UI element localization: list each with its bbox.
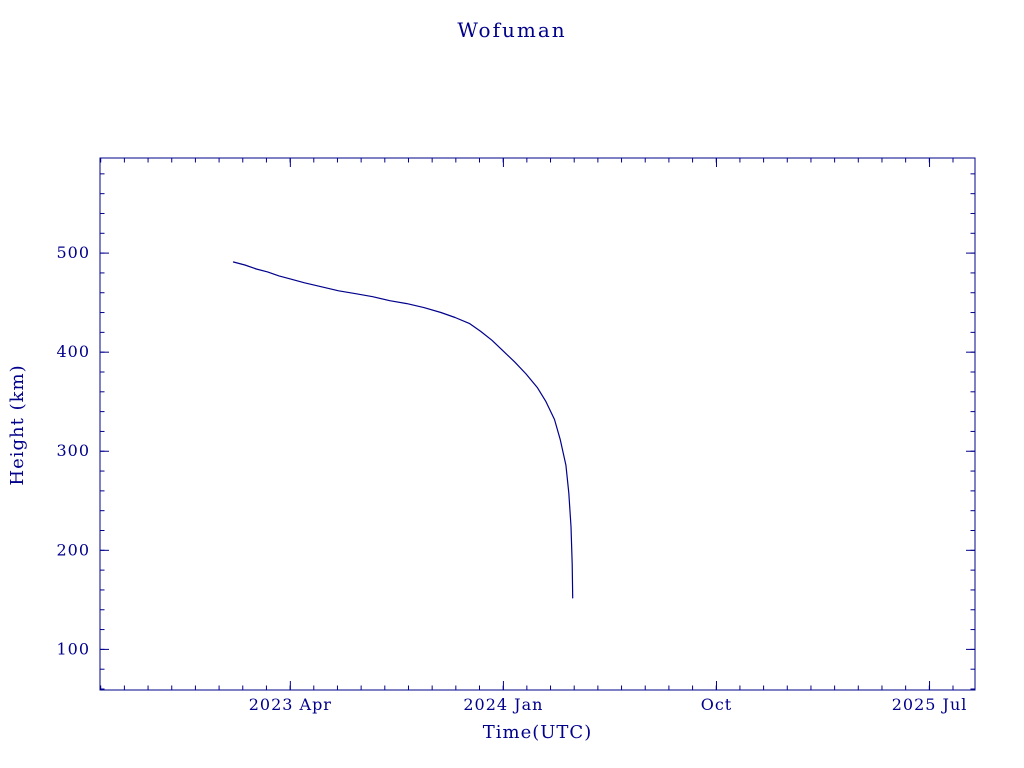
- axis-box: [99, 157, 976, 691]
- x-axis-label: Time(UTC): [482, 722, 593, 743]
- y-tick-label: 300: [56, 441, 90, 460]
- y-tick-label: 200: [56, 540, 90, 559]
- y-tick-label: 100: [56, 639, 90, 658]
- y-tick-label: 400: [56, 342, 90, 361]
- y-tick-label: 500: [56, 243, 90, 262]
- x-tick-label: 2025 Jul: [892, 695, 968, 714]
- x-tick-label: 2024 Jan: [463, 695, 543, 714]
- x-tick-label: Oct: [701, 695, 733, 714]
- series-line: [232, 261, 574, 599]
- chart-title: Wofuman: [457, 18, 567, 42]
- x-tick-label: 2023 Apr: [249, 695, 332, 714]
